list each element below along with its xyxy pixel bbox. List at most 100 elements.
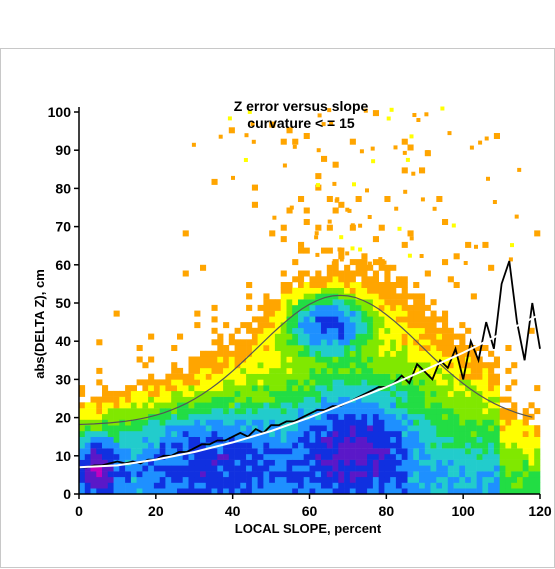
density-cell xyxy=(459,408,466,415)
outlier-dot xyxy=(463,261,468,265)
density-cell xyxy=(188,385,195,392)
density-cell xyxy=(401,345,408,351)
density-cell xyxy=(453,356,460,363)
density-cell xyxy=(228,442,235,449)
density-cell xyxy=(315,459,322,466)
density-cell xyxy=(257,327,264,334)
density-cell xyxy=(274,402,281,409)
density-cell xyxy=(263,327,270,334)
density-cell xyxy=(499,431,506,437)
density-cell xyxy=(326,396,333,403)
density-cell xyxy=(136,390,143,397)
density-cell xyxy=(338,419,345,426)
density-cell xyxy=(223,379,230,386)
density-cell xyxy=(274,322,281,329)
density-cell xyxy=(251,201,258,208)
density-cell xyxy=(292,373,299,380)
density-cell xyxy=(395,471,402,478)
density-cell xyxy=(430,339,437,346)
density-cell xyxy=(102,482,109,489)
density-cell xyxy=(286,304,293,311)
density-cell xyxy=(384,270,391,277)
density-cell xyxy=(90,453,97,460)
density-cell xyxy=(315,333,322,340)
density-cell xyxy=(476,425,483,432)
density-cell xyxy=(188,476,195,483)
density-cell xyxy=(447,413,454,420)
density-cell xyxy=(442,488,449,495)
density-cell xyxy=(395,431,402,437)
density-cell xyxy=(522,442,529,449)
density-cell xyxy=(240,476,247,483)
density-cell xyxy=(413,327,420,334)
density-cell xyxy=(125,488,132,495)
density-cell xyxy=(355,373,362,380)
density-cell xyxy=(355,282,362,288)
density-cell xyxy=(165,419,172,426)
density-cell xyxy=(528,442,535,449)
density-cell xyxy=(228,350,235,357)
density-cell xyxy=(246,293,253,300)
density-cell xyxy=(465,488,472,495)
density-cell xyxy=(407,402,414,409)
density-cell xyxy=(378,425,385,432)
density-cell xyxy=(321,247,328,254)
density-cell xyxy=(517,459,524,466)
density-cell xyxy=(326,304,333,311)
density-cell xyxy=(430,299,437,306)
density-cell xyxy=(424,339,431,346)
density-cell xyxy=(390,413,397,420)
density-cell xyxy=(407,431,414,437)
density-cell xyxy=(298,333,305,340)
density-cell xyxy=(355,390,362,397)
density-cell xyxy=(442,459,449,466)
outlier-dot xyxy=(350,223,355,228)
density-cell xyxy=(200,459,207,466)
density-cell xyxy=(292,482,299,489)
density-cell xyxy=(246,488,253,495)
density-cell xyxy=(367,459,374,466)
density-cell xyxy=(148,373,155,380)
density-cell xyxy=(274,339,281,346)
density-cell xyxy=(171,482,178,489)
density-cell xyxy=(234,390,241,397)
density-cell xyxy=(470,356,477,363)
density-cell xyxy=(436,442,443,449)
density-cell xyxy=(303,431,310,437)
density-cell xyxy=(488,413,495,420)
density-cell xyxy=(309,327,316,334)
density-cell xyxy=(315,339,322,346)
density-cell xyxy=(205,436,212,443)
density-cell xyxy=(361,453,368,460)
density-cell xyxy=(430,345,437,351)
density-cell xyxy=(90,471,97,478)
density-cell xyxy=(378,402,385,409)
density-cell xyxy=(453,253,460,260)
density-cell xyxy=(321,448,328,455)
density-cell xyxy=(361,379,368,386)
density-cell xyxy=(182,230,189,237)
density-cell xyxy=(424,459,431,466)
density-cell xyxy=(171,442,178,449)
density-cell xyxy=(274,448,281,455)
density-cell xyxy=(338,408,345,415)
density-cell xyxy=(424,327,431,334)
density-cell xyxy=(274,431,281,437)
density-cell xyxy=(482,396,489,403)
density-cell xyxy=(228,448,235,455)
density-cell xyxy=(390,264,397,271)
density-cell xyxy=(274,304,281,311)
density-cell xyxy=(349,362,356,369)
density-cell xyxy=(338,413,345,420)
density-cell xyxy=(79,459,86,466)
density-cell xyxy=(280,322,287,329)
density-cell xyxy=(459,413,466,420)
density-cell xyxy=(217,396,224,403)
density-cell xyxy=(182,488,189,495)
density-cell xyxy=(470,408,477,415)
density-cell xyxy=(459,362,466,369)
density-cell xyxy=(246,304,253,311)
density-cell xyxy=(349,419,356,426)
density-cell xyxy=(84,476,91,483)
outlier-dot xyxy=(317,113,322,118)
